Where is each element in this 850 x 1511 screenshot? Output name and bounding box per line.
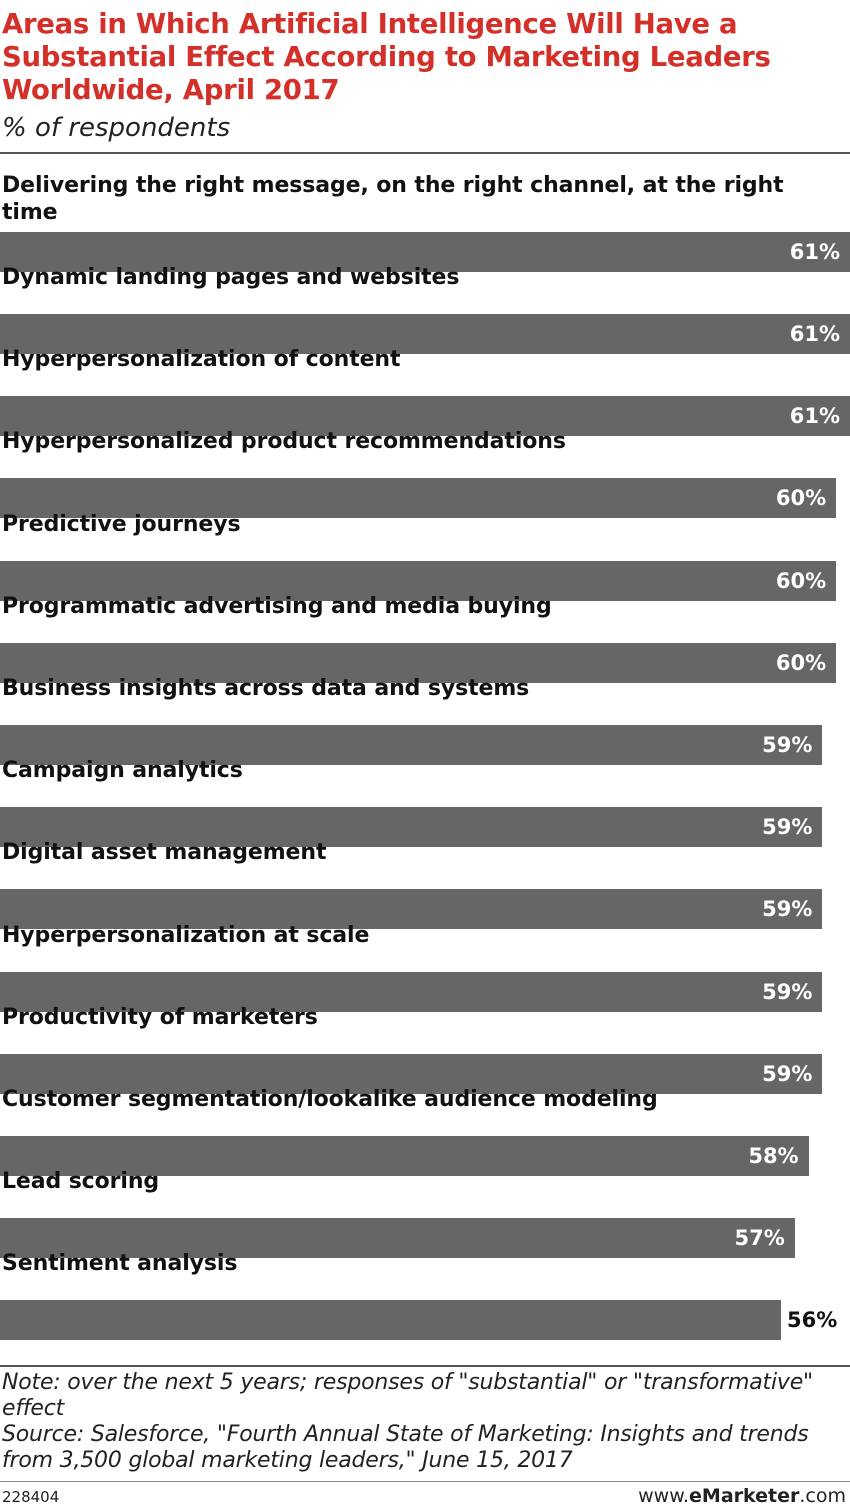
bar	[0, 560, 837, 601]
category-label: Dynamic landing pages and websites	[2, 265, 460, 290]
bar	[0, 889, 823, 930]
brand-suffix: .com	[799, 1485, 846, 1507]
bar	[0, 725, 823, 765]
footnote: Note: over the next 5 years; responses o…	[2, 1370, 847, 1474]
category-label: Hyperpersonalized product recommendation…	[2, 429, 566, 455]
brand-divider	[0, 1481, 850, 1482]
footer-divider	[0, 1365, 850, 1367]
brand-name: eMarketer	[689, 1485, 800, 1507]
bar-value-label: 57%	[734, 1226, 785, 1251]
bar-value-label: 60%	[775, 486, 827, 511]
bar-value-label: 60%	[775, 650, 827, 675]
bar	[0, 1300, 781, 1341]
note-text: Note: over the next 5 years; responses o…	[2, 1370, 813, 1421]
chart-title: Areas in Which Artificial Intelligence W…	[2, 8, 771, 106]
bar-value-label: 61%	[789, 404, 840, 429]
category-label: Delivering the right message, on the rig…	[2, 173, 784, 225]
bar	[0, 396, 850, 437]
bar	[0, 1053, 823, 1094]
emarketer-logo: www.eMarketer.com	[638, 1484, 846, 1508]
source-text: Source: Salesforce, "Fourth Annual State…	[2, 1422, 809, 1473]
bar-value-label: 59%	[762, 733, 813, 757]
bar	[0, 478, 837, 519]
bar-value-label: 59%	[762, 979, 813, 1004]
bar	[0, 232, 850, 272]
category-label: Hyperpersonalization at scale	[2, 922, 370, 948]
category-label: Predictive journeys	[2, 511, 241, 537]
chart-subtitle: % of respondents	[2, 113, 231, 143]
brand-prefix: www.	[638, 1485, 690, 1507]
bar-value-label: 56%	[787, 1308, 838, 1333]
bar-value-label: 61%	[789, 322, 840, 346]
bar-value-label: 59%	[762, 815, 813, 840]
bar	[0, 1136, 809, 1176]
category-label: Business insights across data and system…	[2, 676, 530, 701]
category-label: Sentiment analysis	[2, 1251, 238, 1277]
category-label: Campaign analytics	[2, 758, 243, 784]
bar	[0, 314, 850, 354]
bar	[0, 1218, 795, 1259]
bar-value-label: 60%	[775, 568, 827, 593]
bar-value-label: 59%	[762, 897, 813, 922]
category-label: Hyperpersonalization of content	[2, 347, 401, 373]
category-label: Programmatic advertising and media buyin…	[2, 593, 552, 619]
header-divider	[0, 152, 850, 154]
bar	[0, 807, 823, 848]
bar-value-label: 59%	[762, 1061, 813, 1086]
category-label: Lead scoring	[2, 1169, 160, 1195]
bar	[0, 971, 823, 1012]
category-label: Customer segmentation/lookalike audience…	[2, 1087, 658, 1112]
category-label: Digital asset management	[2, 840, 327, 866]
chart-id: 228404	[2, 1488, 60, 1506]
bar	[0, 642, 837, 683]
category-label: Productivity of marketers	[2, 1004, 318, 1030]
bar-value-label: 58%	[748, 1144, 799, 1168]
bar-value-label: 61%	[789, 240, 840, 264]
